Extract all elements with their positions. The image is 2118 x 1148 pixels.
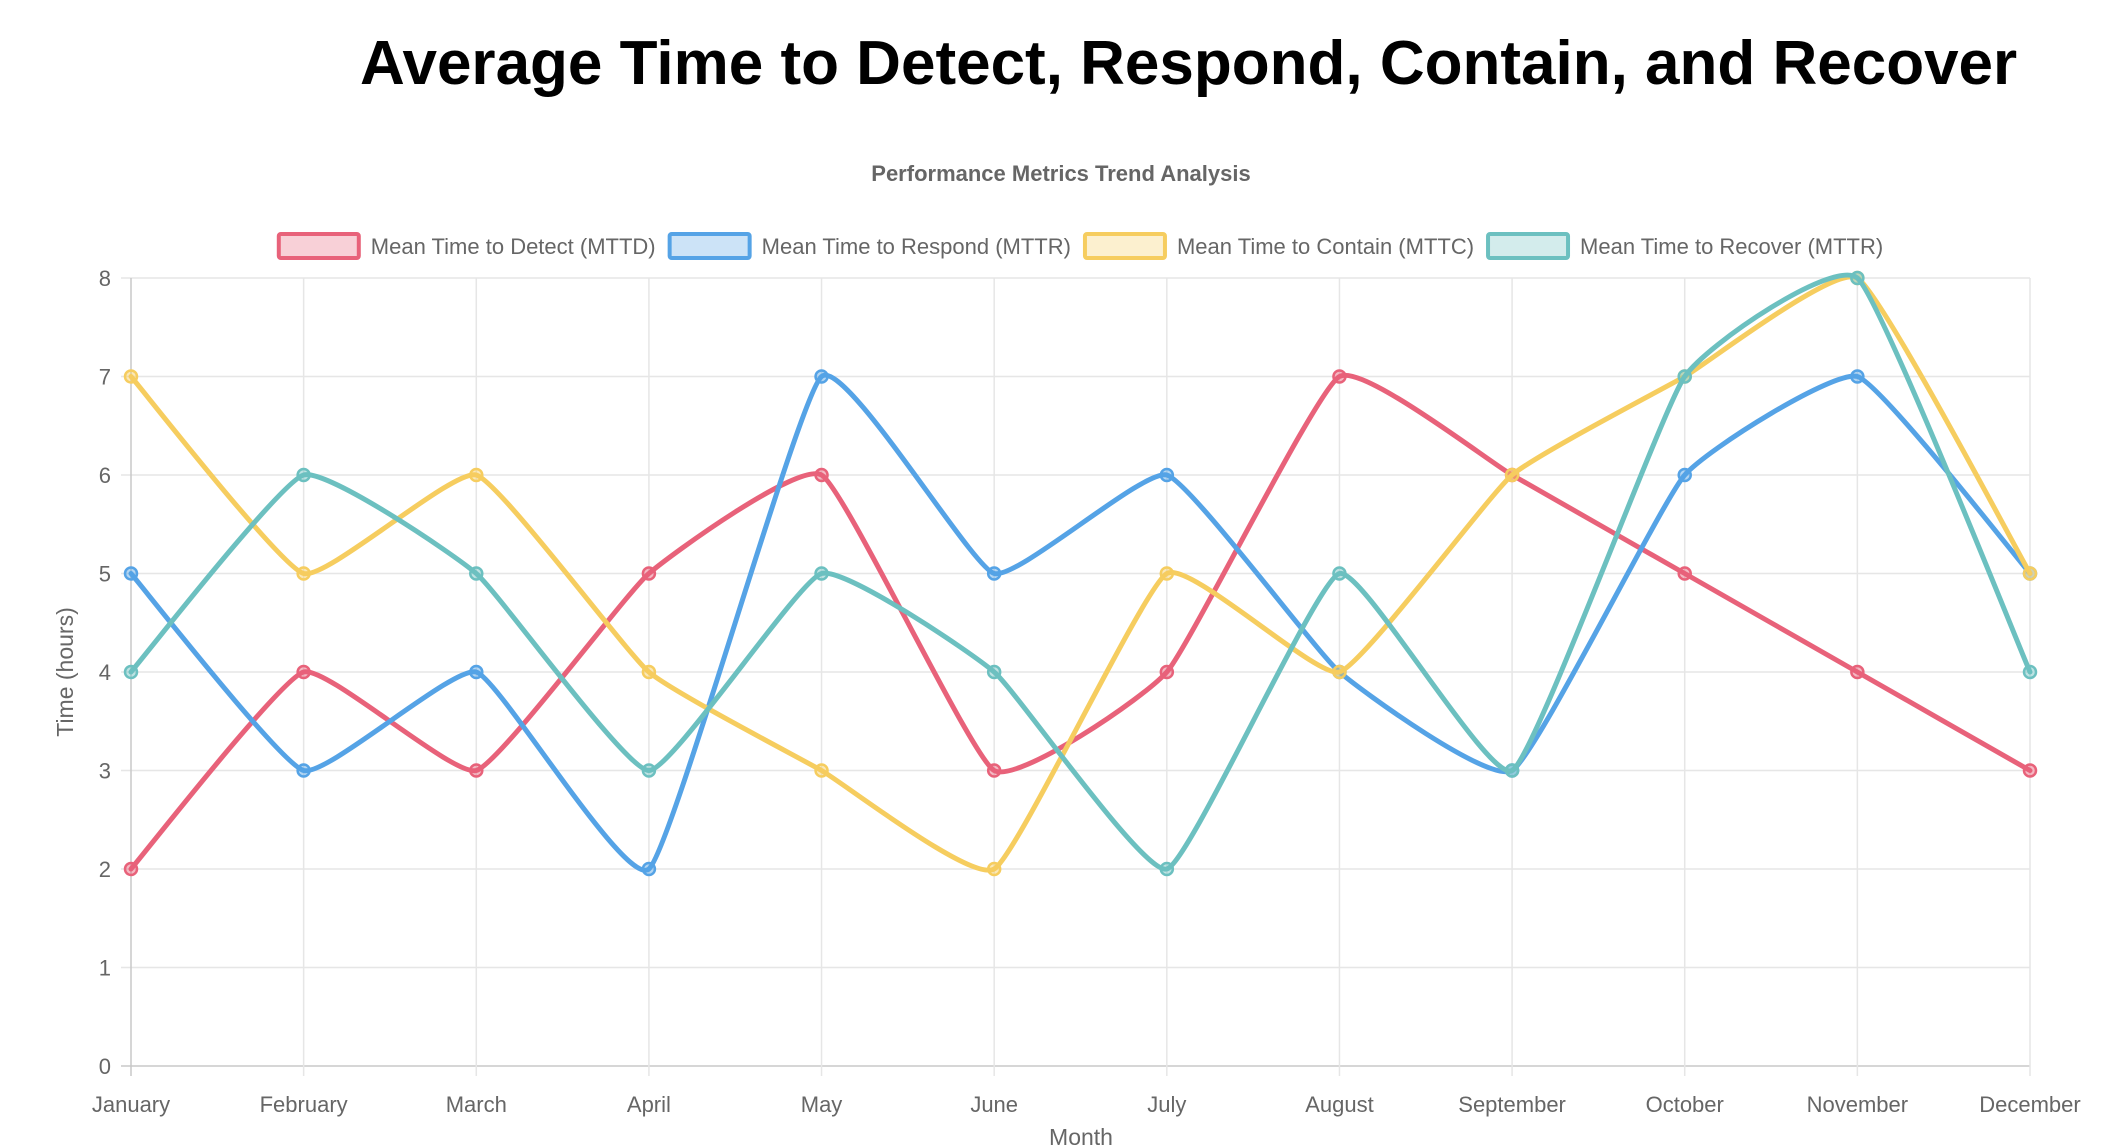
y-tick-label: 8	[99, 266, 111, 291]
y-tick-label: 6	[99, 463, 111, 488]
y-tick-label: 7	[99, 365, 111, 390]
series-line	[128, 274, 2033, 873]
data-point	[1159, 664, 1175, 680]
data-point	[2022, 763, 2038, 778]
data-point	[1332, 369, 1347, 384]
data-point	[1159, 861, 1175, 877]
data-point	[1504, 467, 1520, 483]
y-tick-label: 1	[99, 956, 111, 981]
legend-item[interactable]: Mean Time to Respond (MTTR)	[667, 232, 1071, 260]
y-tick-label: 4	[99, 660, 111, 685]
x-tick-label: November	[1807, 1092, 1908, 1117]
data-point	[986, 664, 1002, 680]
legend-swatch	[276, 232, 361, 260]
series-line	[128, 372, 2033, 873]
y-tick-label: 3	[99, 759, 111, 784]
data-point	[123, 369, 139, 384]
x-tick-label: January	[92, 1092, 170, 1117]
legend-label: Mean Time to Detect (MTTD)	[371, 234, 656, 259]
data-point	[1504, 763, 1520, 778]
data-point	[1850, 270, 1865, 286]
legend-swatch	[667, 232, 752, 260]
data-point	[469, 467, 484, 483]
data-point	[1850, 369, 1865, 384]
data-point	[814, 566, 829, 581]
chart-series	[123, 270, 2038, 877]
page-title: Average Time to Detect, Respond, Contain…	[360, 29, 2018, 98]
data-point	[123, 566, 139, 581]
data-point	[1677, 369, 1692, 384]
chart-title: Performance Metrics Trend Analysis	[871, 161, 1250, 186]
data-point	[1850, 664, 1865, 680]
data-point	[641, 566, 657, 581]
data-point	[469, 763, 484, 778]
data-point	[814, 763, 829, 778]
x-tick-label: December	[1979, 1092, 2080, 1117]
x-tick-label: July	[1147, 1092, 1186, 1117]
data-point	[1159, 566, 1175, 581]
x-tick-label: May	[801, 1092, 843, 1117]
x-axis-label: Month	[1049, 1124, 1113, 1148]
legend-label: Mean Time to Recover (MTTR)	[1580, 234, 1883, 259]
x-tick-label: March	[446, 1092, 507, 1117]
legend-label: Mean Time to Contain (MTTC)	[1177, 234, 1474, 259]
x-tick-label: September	[1458, 1092, 1566, 1117]
data-point	[1159, 467, 1175, 483]
data-point	[469, 664, 484, 680]
data-point	[296, 664, 311, 680]
data-point	[2022, 664, 2038, 680]
legend-item[interactable]: Mean Time to Contain (MTTC)	[1082, 232, 1474, 260]
data-point	[123, 664, 139, 680]
series-3	[123, 270, 2038, 877]
y-tick-label: 0	[99, 1054, 111, 1079]
series-line	[128, 372, 2033, 872]
chart-legend: Mean Time to Detect (MTTD) Mean Time to R…	[276, 232, 1883, 260]
data-point	[1332, 664, 1347, 680]
x-tick-label: February	[260, 1092, 348, 1117]
data-point	[814, 369, 829, 384]
data-point	[469, 566, 484, 581]
data-point	[1677, 467, 1692, 483]
x-axis: January February March April May June July Augu…	[92, 1092, 2081, 1117]
data-point	[296, 467, 311, 483]
data-point	[986, 763, 1002, 778]
data-point	[641, 861, 657, 877]
legend-swatch	[1082, 232, 1167, 260]
y-tick-label: 5	[99, 562, 111, 587]
series-line	[128, 272, 2033, 872]
data-point	[641, 664, 657, 680]
legend-label: Mean Time to Respond (MTTR)	[762, 234, 1071, 259]
y-tick-label: 2	[99, 857, 111, 882]
y-axis-label: Time (hours)	[52, 607, 78, 737]
data-point	[1332, 566, 1347, 581]
data-point	[296, 566, 311, 581]
x-tick-label: August	[1305, 1092, 1374, 1117]
x-tick-label: April	[627, 1092, 671, 1117]
data-point	[2022, 566, 2038, 581]
data-point	[986, 566, 1002, 581]
data-point	[296, 763, 311, 778]
x-tick-label: October	[1646, 1092, 1724, 1117]
series-2	[123, 369, 2038, 877]
x-tick-label: June	[970, 1092, 1018, 1117]
y-axis: 0 1 2 3 4 5 6 7 8	[99, 266, 111, 1079]
data-point	[986, 861, 1002, 877]
data-point	[123, 861, 139, 877]
series-4	[123, 270, 2038, 877]
data-point	[814, 467, 829, 483]
data-point	[1677, 566, 1692, 581]
series-1	[123, 369, 2038, 877]
chart-grid	[121, 277, 2031, 1076]
legend-item[interactable]: Mean Time to Recover (MTTR)	[1486, 232, 1883, 260]
legend-swatch	[1486, 232, 1571, 260]
legend-item[interactable]: Mean Time to Detect (MTTD)	[276, 232, 656, 260]
data-point	[641, 763, 657, 778]
